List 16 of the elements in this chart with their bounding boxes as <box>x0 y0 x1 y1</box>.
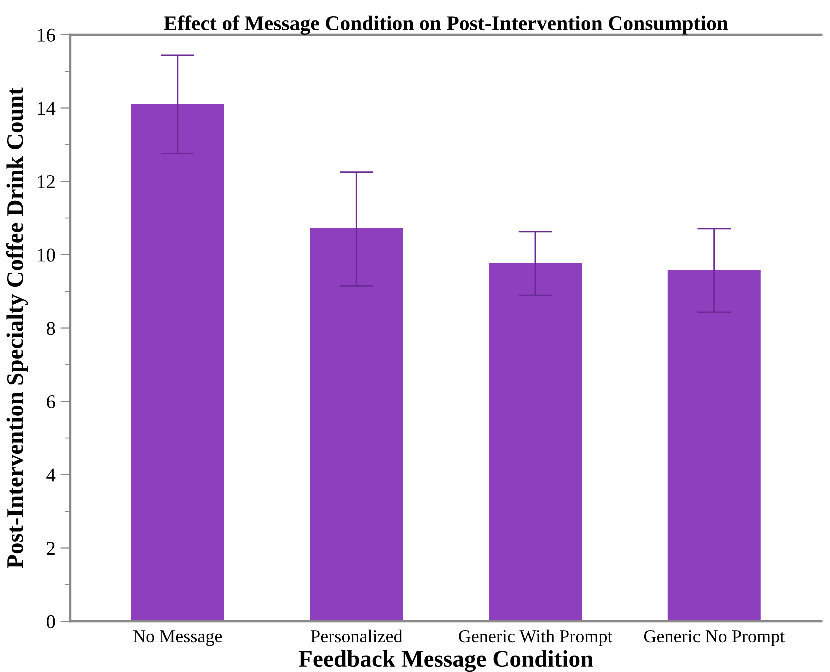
y-tick-label: 4 <box>46 468 56 482</box>
y-axis-title: Post-Intervention Specialty Coffee Drink Count <box>6 88 28 569</box>
x-axis-title: Feedback Message Condition <box>298 650 594 672</box>
x-tick-label: Generic No Prompt <box>644 630 785 646</box>
y-tick-label: 6 <box>47 395 56 409</box>
x-tick-label: No Message <box>133 630 222 646</box>
y-tick-label: 14 <box>38 102 56 116</box>
y-tick-label: 0 <box>46 615 56 629</box>
y-tick-label: 8 <box>46 322 56 336</box>
y-tick-label: 12 <box>38 175 55 188</box>
x-tick-label: Personalized <box>311 630 403 643</box>
y-tick-label: 10 <box>38 248 56 262</box>
chart-title: Effect of Message Condition on Post-Intervention Consumption <box>164 16 728 35</box>
y-tick-label: 16 <box>38 28 56 42</box>
y-tick-label: 2 <box>47 542 55 556</box>
x-tick-label: Generic With Prompt <box>459 630 613 646</box>
